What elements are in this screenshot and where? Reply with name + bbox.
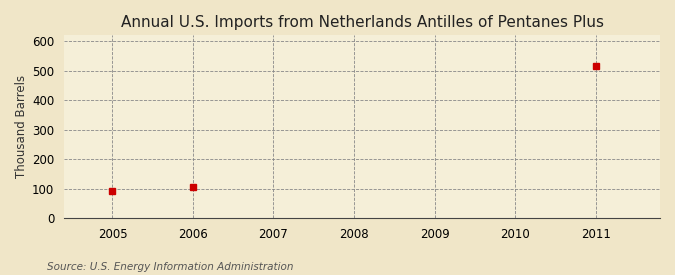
Y-axis label: Thousand Barrels: Thousand Barrels: [15, 75, 28, 178]
Title: Annual U.S. Imports from Netherlands Antilles of Pentanes Plus: Annual U.S. Imports from Netherlands Ant…: [121, 15, 603, 30]
Text: Source: U.S. Energy Information Administration: Source: U.S. Energy Information Administ…: [47, 262, 294, 272]
